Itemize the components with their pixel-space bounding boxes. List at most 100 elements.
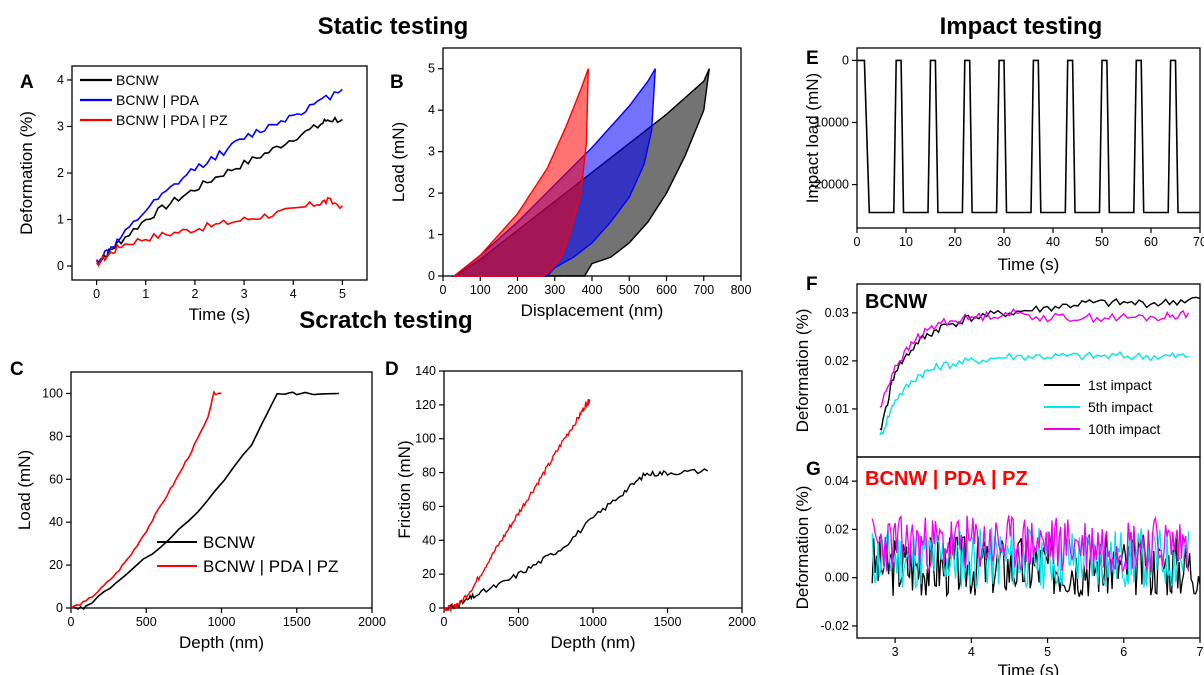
- y-tick-label: 0: [428, 269, 435, 283]
- x-tick-label: 2000: [358, 615, 386, 629]
- y-tick-label: 0.02: [825, 354, 849, 368]
- x-tick-label: 0: [440, 283, 447, 297]
- y-tick-label: 20: [422, 567, 436, 581]
- y-tick-label: 100: [42, 386, 63, 400]
- legend-label: 5th impact: [1088, 399, 1153, 415]
- x-axis-label: Time (s): [998, 661, 1060, 675]
- legend-label: BCNW | PDA | PZ: [116, 112, 228, 128]
- y-tick-label: 140: [415, 364, 436, 378]
- y-tick-label: 0.03: [825, 306, 849, 320]
- series-line: [95, 196, 343, 268]
- series-line: [879, 296, 1201, 431]
- panel-d: 0 500 1000 1500 2000 0 20 40 60 80 100 120 140 Depth …: [385, 359, 756, 652]
- y-tick-label: 0: [429, 601, 436, 615]
- y-tick-label: 20: [49, 558, 63, 572]
- legend-label: BCNW | PDA | PZ: [203, 557, 338, 576]
- y-tick-label: 80: [422, 466, 436, 480]
- x-tick-label: 6: [1120, 645, 1127, 659]
- y-tick-label: 80: [49, 429, 63, 443]
- plot-frame: [443, 370, 743, 609]
- inset-title: BCNW | PDA | PZ: [865, 468, 1028, 490]
- y-tick-label: 120: [415, 398, 436, 412]
- x-tick-label: 60: [1144, 235, 1158, 249]
- panel-a: 0 1 2 3 4 5 0 1 2 3 4 Time (s) Deformation (%) A BCNW B…: [17, 65, 368, 324]
- panel-e: 0 10 20 30 40 50 60 70 0 -10000 -20000 Time (s) Impa…: [803, 47, 1204, 274]
- x-tick-label: 1500: [283, 615, 311, 629]
- y-axis-label: Load (mN): [15, 450, 34, 530]
- y-tick-label: -0.02: [821, 619, 850, 633]
- y-tick-label: 40: [49, 515, 63, 529]
- x-tick-label: 3: [241, 287, 248, 301]
- panel-letter: D: [385, 359, 399, 380]
- panel-g: 3 4 5 6 7 -0.02 0.00 0.02 0.04 Time (s) Deformatio…: [793, 456, 1204, 675]
- series-line: [871, 514, 1190, 573]
- y-tick-label: -20000: [810, 178, 849, 192]
- y-tick-label: 100: [415, 432, 436, 446]
- series-line: [96, 116, 343, 266]
- panel-letter: C: [10, 359, 24, 380]
- series-line: [879, 308, 1190, 408]
- hysteresis-area: [452, 68, 589, 277]
- panel-letter: B: [390, 72, 404, 93]
- x-tick-label: 200: [507, 283, 528, 297]
- impact-testing-title: Impact testing: [940, 13, 1103, 40]
- x-tick-label: 400: [582, 283, 603, 297]
- x-tick-label: 500: [508, 615, 529, 629]
- x-tick-label: 3: [892, 645, 899, 659]
- panel-letter: E: [806, 48, 819, 69]
- y-tick-label: 0: [56, 601, 63, 615]
- y-tick-label: 60: [422, 499, 436, 513]
- y-tick-label: 60: [49, 472, 63, 486]
- y-axis-label: Load (mN): [389, 122, 408, 202]
- panel-c: 0 500 1000 1500 2000 0 20 40 60 80 100 Depth (nm) Lo…: [10, 359, 386, 652]
- legend-label: BCNW | PDA: [116, 92, 200, 108]
- x-tick-label: 2000: [728, 615, 756, 629]
- plot-frame: [856, 47, 1201, 229]
- panel-letter: G: [806, 459, 821, 480]
- x-tick-label: 1500: [654, 615, 682, 629]
- y-tick-label: 1: [428, 228, 435, 242]
- y-tick-label: 5: [428, 62, 435, 76]
- y-tick-label: 0.02: [825, 522, 849, 536]
- x-tick-label: 7: [1197, 645, 1204, 659]
- y-tick-label: 2: [428, 186, 435, 200]
- x-tick-label: 50: [1095, 235, 1109, 249]
- x-axis-label: Time (s): [998, 255, 1060, 274]
- y-axis-label: Deformation (%): [793, 309, 812, 433]
- panel-f: 0.01 0.02 0.03 Deformation (%) F BCNW 1st impa…: [793, 274, 1201, 458]
- x-tick-label: 1000: [208, 615, 236, 629]
- y-axis-label: Friction (mN): [395, 440, 414, 538]
- y-tick-label: 0.00: [825, 571, 849, 585]
- x-tick-label: 300: [544, 283, 565, 297]
- static-testing-title: Static testing: [318, 13, 469, 40]
- x-tick-label: 1000: [579, 615, 607, 629]
- y-tick-label: 0: [842, 53, 849, 67]
- series-line: [857, 59, 1200, 214]
- y-axis-label: Impact load (mN): [803, 73, 822, 203]
- inset-title: BCNW: [865, 291, 927, 313]
- y-tick-label: 4: [57, 73, 64, 87]
- y-tick-label: 40: [422, 533, 436, 547]
- x-tick-label: 10: [899, 235, 913, 249]
- series-line: [879, 351, 1189, 436]
- series-line: [443, 399, 591, 613]
- series-line: [95, 88, 343, 264]
- y-tick-label: 3: [57, 119, 64, 133]
- series-line: [443, 468, 709, 612]
- x-axis-label: Displacement (nm): [521, 301, 664, 320]
- x-tick-label: 100: [470, 283, 491, 297]
- scratch-testing-title: Scratch testing: [299, 307, 472, 334]
- panel-letter: F: [806, 274, 818, 295]
- x-tick-label: 30: [997, 235, 1011, 249]
- legend-label: 1st impact: [1088, 377, 1152, 393]
- y-tick-label: 2: [57, 166, 64, 180]
- y-tick-label: 0: [57, 259, 64, 273]
- legend-label: 10th impact: [1088, 421, 1160, 437]
- x-tick-label: 40: [1046, 235, 1060, 249]
- x-tick-label: 5: [1044, 645, 1051, 659]
- x-tick-label: 2: [191, 287, 198, 301]
- x-tick-label: 500: [136, 615, 157, 629]
- x-tick-label: 20: [948, 235, 962, 249]
